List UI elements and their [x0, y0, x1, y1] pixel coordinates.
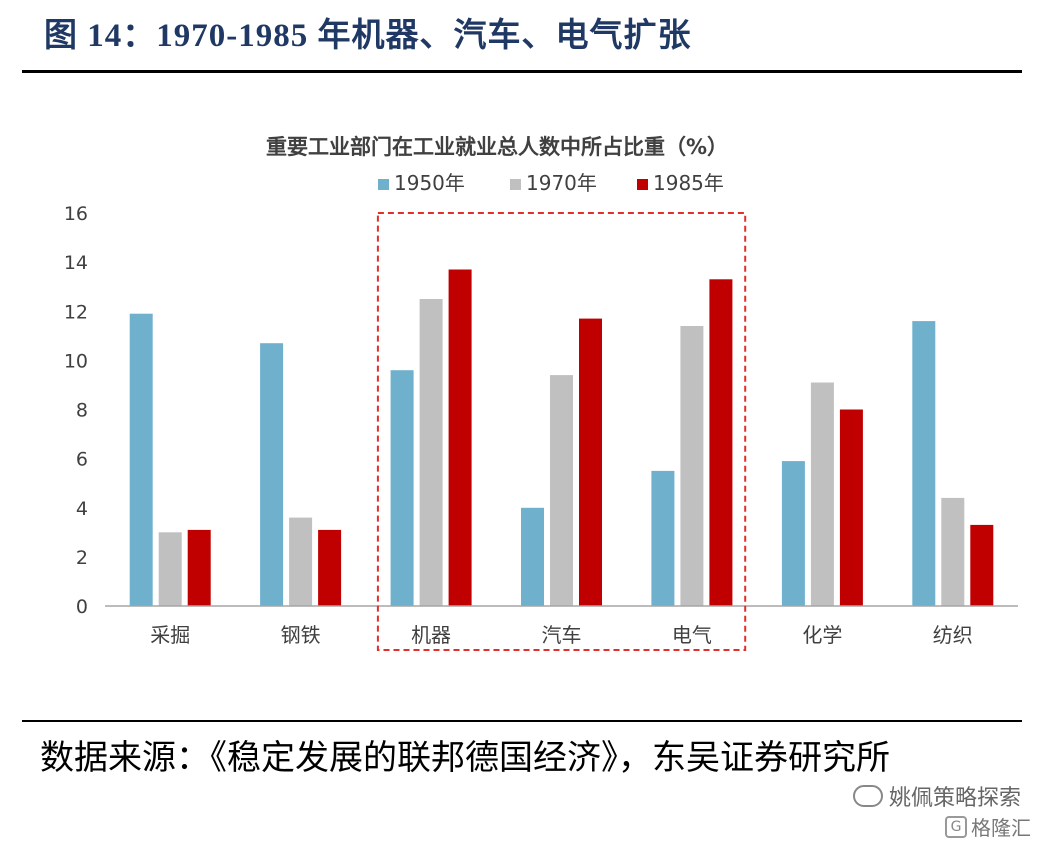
- bar-6-1: [941, 497, 965, 606]
- x-tick-label-4: 电气: [672, 623, 712, 647]
- y-tick-label-4: 8: [76, 400, 88, 422]
- y-tick-label-0: 0: [76, 596, 88, 618]
- watermark: 姚佩策略探索: [852, 780, 1021, 812]
- legend-swatch-2: [637, 179, 648, 190]
- source-note: 数据来源：《稳定发展的联邦德国经济》，东吴证券研究所: [40, 738, 890, 778]
- top-divider: [22, 70, 1022, 73]
- y-tick-label-1: 2: [76, 547, 88, 569]
- bar-1-2: [318, 529, 342, 606]
- legend-swatch-1: [510, 179, 521, 190]
- brand-logo: G 格隆汇: [945, 812, 1031, 841]
- highlight-box: [376, 212, 747, 651]
- bar-6-0: [912, 321, 936, 606]
- y-tick-label-7: 14: [64, 252, 88, 274]
- bar-5-2: [839, 409, 863, 606]
- legend-label-1: 1970年: [526, 171, 597, 195]
- bar-1-1: [289, 517, 313, 606]
- x-tick-label-6: 纺织: [933, 623, 973, 647]
- brand-g-icon: G: [945, 815, 967, 838]
- bar-5-0: [781, 461, 805, 606]
- bars: [129, 269, 994, 607]
- bar-4-2: [709, 279, 733, 606]
- bar-chart: 重要工业部门在工业就业总人数中所占比重（%） 1950年 1970年 1985年 0…: [64, 135, 1018, 651]
- figure-title: 图 14：1970-1985 年机器、汽车、电气扩张: [44, 18, 692, 54]
- bar-0-0: [129, 313, 153, 606]
- x-axis: 采掘 钢铁 机器 汽车 电气 化学 纺织: [105, 605, 1018, 647]
- bar-2-0: [390, 370, 414, 606]
- chart-title: 重要工业部门在工业就业总人数中所占比重（%）: [266, 135, 728, 159]
- bar-3-0: [521, 507, 544, 607]
- x-tick-label-2: 机器: [411, 623, 451, 647]
- watermark-text: 姚佩策略探索: [888, 786, 1021, 811]
- bar-4-0: [651, 470, 675, 606]
- wechat-icon: [852, 785, 883, 807]
- bar-6-2: [970, 524, 994, 606]
- y-tick-label-8: 16: [64, 203, 88, 225]
- y-tick-label-6: 12: [64, 301, 88, 323]
- bar-1-0: [260, 343, 284, 606]
- bar-5-1: [810, 382, 834, 606]
- bar-2-1: [419, 299, 443, 606]
- bar-3-2: [579, 318, 602, 606]
- y-tick-label-2: 4: [76, 498, 88, 520]
- y-tick-label-3: 6: [76, 449, 88, 471]
- bottom-divider: [22, 720, 1022, 722]
- bar-4-1: [680, 326, 704, 606]
- x-tick-label-3: 汽车: [542, 623, 582, 647]
- x-tick-label-0: 采掘: [150, 623, 190, 647]
- x-tick-label-1: 钢铁: [281, 623, 321, 647]
- bar-2-2: [448, 269, 472, 606]
- brand-text: 格隆汇: [971, 816, 1031, 840]
- bar-3-1: [550, 375, 573, 606]
- x-tick-label-5: 化学: [802, 623, 842, 647]
- legend-label-2: 1985年: [653, 171, 724, 195]
- legend: 1950年 1970年 1985年: [378, 171, 724, 195]
- y-tick-label-5: 10: [64, 350, 88, 372]
- bar-0-1: [158, 532, 182, 606]
- legend-swatch-0: [378, 179, 389, 190]
- y-axis: 0 2 4 6 8 10 12 14 16: [64, 203, 88, 618]
- bar-0-2: [187, 529, 211, 606]
- legend-label-0: 1950年: [394, 171, 465, 195]
